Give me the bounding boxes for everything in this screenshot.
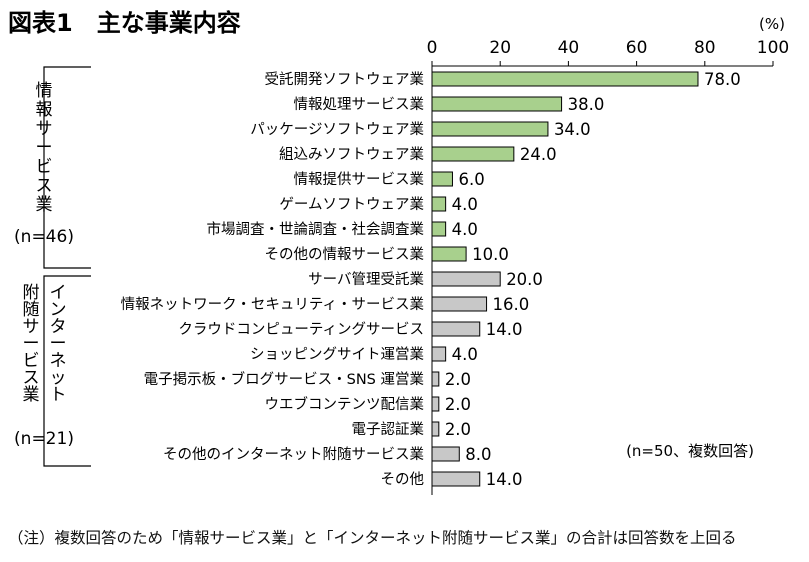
value-label: 78.0: [704, 70, 741, 89]
x-tick-label: 20: [489, 38, 511, 58]
value-label: 2.0: [445, 370, 471, 389]
category-label: ショッピングサイト運営業: [250, 346, 424, 363]
category-label: 受託開発ソフトウェア業: [265, 71, 425, 88]
value-label: 8.0: [465, 445, 491, 464]
value-label: 20.0: [506, 270, 543, 289]
footnote: （注）複数回答のため「情報サービス業」と「インターネット附随サービス業」の合計は…: [8, 529, 737, 547]
bar: [431, 371, 440, 387]
bar: [431, 221, 447, 237]
category-label: その他の情報サービス業: [265, 246, 425, 263]
value-label: 10.0: [472, 245, 509, 264]
bar: [431, 196, 447, 212]
unit-label: (%): [759, 15, 785, 33]
group-bracket-info-services: 情報サービス業 (n=46): [14, 66, 91, 269]
x-tick-label: 80: [694, 38, 716, 58]
value-label: 2.0: [445, 420, 471, 439]
category-label: パッケージソフトウェア業: [250, 121, 424, 138]
bar: [431, 71, 699, 87]
value-label: 14.0: [486, 470, 523, 489]
value-label: 4.0: [452, 220, 478, 239]
category-label: その他のインターネット附随サービス業: [163, 446, 424, 463]
bar: [431, 396, 440, 412]
group-bracket-internet-services: インターネット附随サービス業 (n=21): [14, 275, 91, 467]
category-label: クラウドコンピューティングサービス: [178, 321, 424, 338]
value-label: 14.0: [486, 320, 523, 339]
category-label: サーバ管理受託業: [308, 271, 424, 288]
bar: [431, 96, 563, 112]
category-label: 情報提供サービス業: [294, 171, 425, 188]
value-label: 2.0: [445, 395, 471, 414]
bars: [431, 71, 699, 487]
category-label: 組込みソフトウェア業: [279, 146, 424, 163]
value-labels: 78.0 38.0 34.0 24.0 6.0 4.0 4.0 10.0 20.0 16.0 14.…: [445, 70, 741, 489]
bar: [431, 146, 515, 162]
value-label: 4.0: [452, 195, 478, 214]
bar: [431, 121, 549, 137]
x-tick-label: 60: [626, 38, 648, 58]
bar: [431, 421, 440, 437]
bar: [431, 296, 488, 312]
category-label: その他: [381, 471, 425, 488]
value-label: 24.0: [520, 145, 557, 164]
group-label-info-services: 情報サービス業: [36, 81, 53, 215]
category-label: ゲームソフトウェア業: [279, 196, 424, 213]
bar: [431, 246, 467, 262]
category-label: ウエブコンテンツ配信業: [265, 395, 425, 413]
category-label: 情報ネットワーク・セキュリティ・サービス業: [121, 296, 424, 313]
sample-size-note: (n=50、複数回答): [626, 442, 754, 460]
x-axis-ticks: 0 20 40 60 80 100: [427, 38, 789, 66]
x-tick-label: 40: [558, 38, 580, 58]
value-label: 6.0: [458, 170, 484, 189]
bar: [431, 271, 501, 287]
x-tick-label: 0: [427, 38, 438, 58]
category-label: 情報処理サービス業: [294, 96, 425, 113]
value-label: 38.0: [568, 95, 605, 114]
x-tick-label: 100: [757, 38, 789, 58]
bar: [431, 321, 481, 337]
bar: [431, 471, 481, 487]
category-label: 電子掲示板・ブログサービス・SNS 運営業: [144, 370, 424, 388]
bar: [431, 171, 453, 187]
value-label: 34.0: [554, 120, 591, 139]
bar: [431, 446, 460, 462]
group-n-internet-services: (n=21): [14, 429, 74, 449]
category-labels: 受託開発ソフトウェア業情報処理サービス業パッケージソフトウェア業組込みソフトウェ…: [121, 71, 424, 488]
value-label: 16.0: [493, 295, 530, 314]
value-label: 4.0: [452, 345, 478, 364]
group-n-info-services: (n=46): [14, 227, 74, 247]
category-label: 電子認証業: [352, 421, 425, 438]
group-label-internet-services: インターネット附随サービス業: [23, 283, 67, 405]
chart-title: 図表1 主な事業内容: [8, 9, 241, 37]
category-label: 市場調査・世論調査・社会調査業: [207, 221, 425, 238]
bar: [431, 346, 447, 362]
